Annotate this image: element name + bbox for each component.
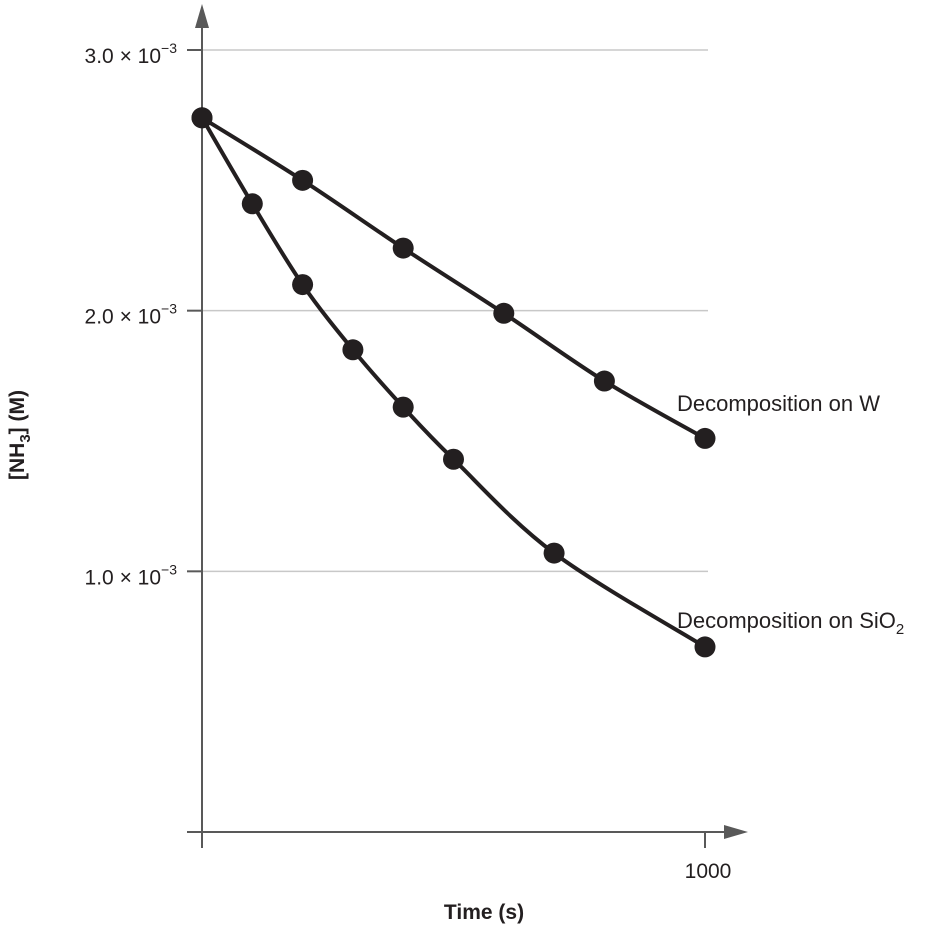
y-tick-mantissa: 3.0 xyxy=(85,45,114,68)
series-label-sio2: Decomposition on SiO2 xyxy=(677,608,904,638)
series-line-sio2 xyxy=(200,116,707,649)
x-axis-title: Time (s) xyxy=(444,901,524,924)
series-label-main: Decomposition on W xyxy=(677,391,880,416)
data-point-sio2-7 xyxy=(543,542,565,564)
x-tick-label-1: 1000 xyxy=(685,860,732,883)
y-axis-arrowhead xyxy=(195,4,209,28)
data-point-w-3 xyxy=(392,237,414,259)
series-label-main: Decomposition on SiO xyxy=(677,608,896,633)
x-axis-arrowhead xyxy=(724,825,748,839)
y-axis-title-main: [NH xyxy=(6,443,29,480)
y-tick-times: × 10 xyxy=(114,566,161,589)
y-axis-title-tail: ] (M) xyxy=(6,390,29,434)
series-label-subscript: 2 xyxy=(896,621,904,638)
y-tick-times: × 10 xyxy=(114,306,161,329)
y-axis-title-subscript: 3 xyxy=(17,434,34,442)
series-label-w: Decomposition on W xyxy=(677,391,880,416)
y-tick-label-3: 3.0 × 10−3 xyxy=(85,40,178,68)
data-point-sio2-4 xyxy=(342,339,364,361)
data-point-w-6 xyxy=(694,427,716,449)
data-point-sio2-8 xyxy=(694,636,716,658)
y-tick-times: × 10 xyxy=(114,45,161,68)
y-tick-exponent: −3 xyxy=(161,561,177,577)
data-point-sio2-6 xyxy=(443,448,464,470)
data-point-sio2-2 xyxy=(241,193,263,215)
y-tick-label-2: 2.0 × 10−3 xyxy=(85,301,178,329)
y-axis-title: [NH3] (M) xyxy=(6,390,34,480)
data-point-sio2-3 xyxy=(292,274,314,296)
y-tick-exponent: −3 xyxy=(161,301,177,317)
series-line-w xyxy=(200,116,706,441)
y-tick-mantissa: 1.0 xyxy=(85,566,114,589)
data-point-w-2 xyxy=(292,169,314,191)
y-tick-label-1: 1.0 × 10−3 xyxy=(85,561,178,589)
y-tick-exponent: −3 xyxy=(161,40,177,56)
data-point-sio2-5 xyxy=(392,396,414,418)
data-point-sio2-1 xyxy=(191,107,213,129)
data-point-w-5 xyxy=(593,370,615,392)
y-tick-mantissa: 2.0 xyxy=(85,306,114,329)
data-point-w-4 xyxy=(493,302,515,324)
